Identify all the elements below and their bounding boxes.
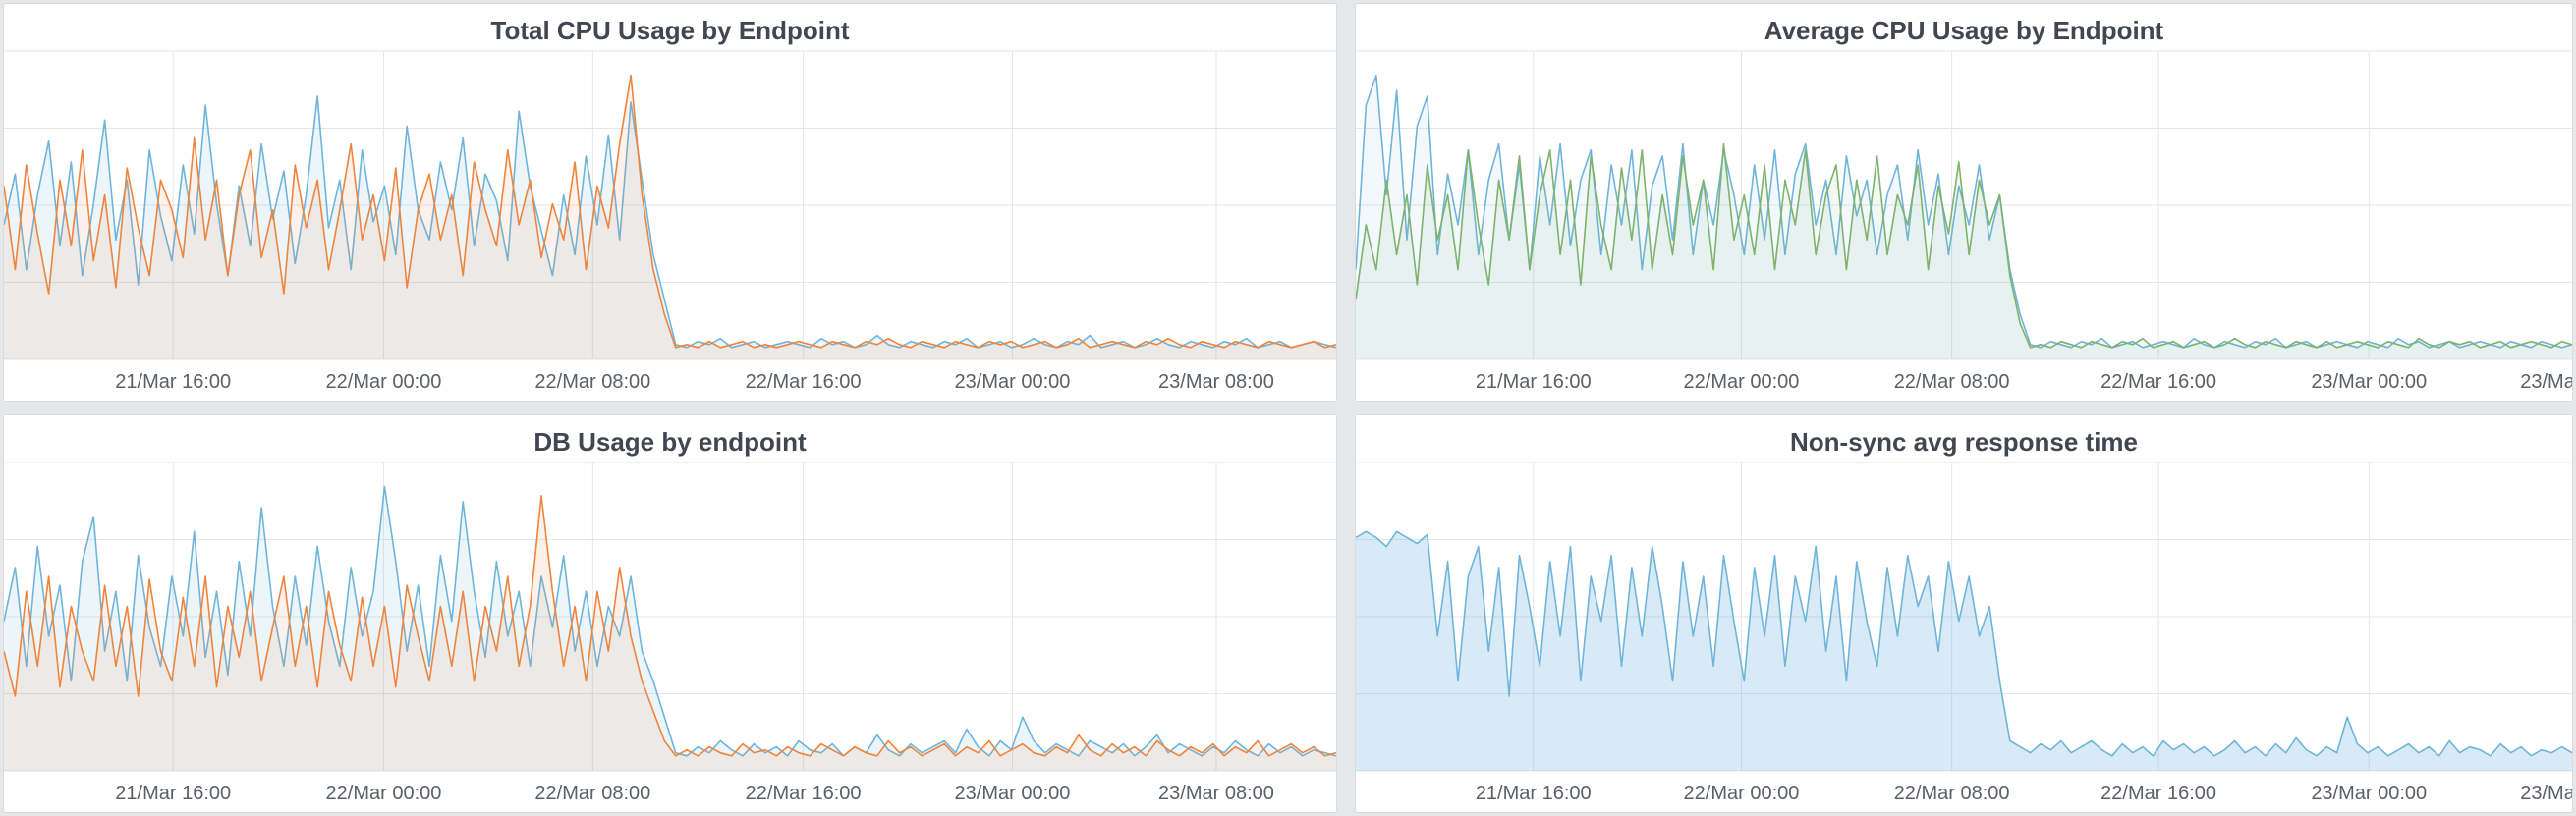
series-line <box>4 485 1336 757</box>
x-axis-tick-label: 23/Mar 00:00 <box>955 783 1071 804</box>
series-line <box>1356 530 2572 757</box>
series-area <box>1356 75 2572 359</box>
panel-title-total-cpu-usage[interactable]: Total CPU Usage by Endpoint <box>490 16 850 45</box>
x-axis-tick-label: 21/Mar 16:00 <box>115 371 231 393</box>
series-line <box>1356 142 2572 349</box>
panel-title-non-sync-avg-response-time[interactable]: Non-sync avg response time <box>1790 427 2138 457</box>
panel-total-cpu-usage: Total CPU Usage by Endpoint 21/Mar 16:00… <box>3 3 1337 402</box>
series-area <box>1356 143 2572 359</box>
x-axis-tick-label: 22/Mar 00:00 <box>326 371 442 393</box>
x-axis-tick-label: 22/Mar 16:00 <box>2100 783 2216 804</box>
x-axis-tick-label: 23/Mar 08:00 <box>1158 783 1274 804</box>
panel-average-cpu-usage: Average CPU Usage by Endpoint 21/Mar 16:… <box>1355 3 2573 402</box>
panel-db-usage: DB Usage by endpoint 21/Mar 16:00 22/Mar … <box>3 414 1337 813</box>
x-axis-tick-label: 22/Mar 16:00 <box>2100 371 2216 393</box>
x-axis-tick-label: 22/Mar 00:00 <box>1684 783 1800 804</box>
series-area <box>4 96 1336 359</box>
series-line <box>4 74 1336 349</box>
x-axis-tick-label: 23/Mar 00:00 <box>2311 783 2427 804</box>
x-axis-tick-label: 23/Mar 00:00 <box>955 371 1071 393</box>
x-axis-tick-label: 22/Mar 08:00 <box>534 783 650 804</box>
series-area <box>4 75 1336 359</box>
series-area <box>1356 531 2572 771</box>
x-axis-tick-label: 22/Mar 00:00 <box>326 783 442 804</box>
x-axis-tick-label: 21/Mar 16:00 <box>1476 371 1592 393</box>
x-axis-tick-label: 22/Mar 08:00 <box>534 371 650 393</box>
x-axis-tick-label: 23/Mar 08:00 <box>2520 371 2572 393</box>
panel-title-db-usage[interactable]: DB Usage by endpoint <box>533 427 807 457</box>
time-series-chart-db-usage[interactable]: 21/Mar 16:00 22/Mar 00:00 22/Mar 08:00 22/M… <box>4 461 1336 812</box>
x-axis-tick-label: 23/Mar 08:00 <box>1158 371 1274 393</box>
series-line <box>4 495 1336 757</box>
x-axis-tick-label: 23/Mar 00:00 <box>2311 371 2427 393</box>
x-axis-tick-label: 22/Mar 00:00 <box>1684 371 1800 393</box>
time-series-chart-non-sync-avg-response-time[interactable]: 21/Mar 16:00 22/Mar 00:00 22/Mar 08:00 22/M… <box>1356 461 2572 812</box>
series-area <box>4 495 1336 771</box>
panel-non-sync-avg-response-time: Non-sync avg response time 21/Mar 16:00 2… <box>1355 414 2573 813</box>
x-axis-tick-label: 23/Mar 08:00 <box>2520 783 2572 804</box>
x-axis-tick-label: 22/Mar 08:00 <box>1894 783 2010 804</box>
x-axis-tick-label: 21/Mar 16:00 <box>115 783 231 804</box>
series-area <box>4 486 1336 771</box>
time-series-chart-average-cpu-usage[interactable]: 21/Mar 16:00 22/Mar 00:00 22/Mar 08:00 22/M… <box>1356 49 2572 401</box>
x-axis-tick-label: 21/Mar 16:00 <box>1476 783 1592 804</box>
time-series-chart-total-cpu-usage[interactable]: 21/Mar 16:00 22/Mar 00:00 22/Mar 08:00 22/M… <box>4 49 1336 401</box>
x-axis-tick-label: 22/Mar 16:00 <box>746 783 862 804</box>
x-axis-tick-label: 22/Mar 16:00 <box>746 371 862 393</box>
panel-title-average-cpu-usage[interactable]: Average CPU Usage by Endpoint <box>1764 16 2164 45</box>
x-axis-tick-label: 22/Mar 08:00 <box>1894 371 2010 393</box>
